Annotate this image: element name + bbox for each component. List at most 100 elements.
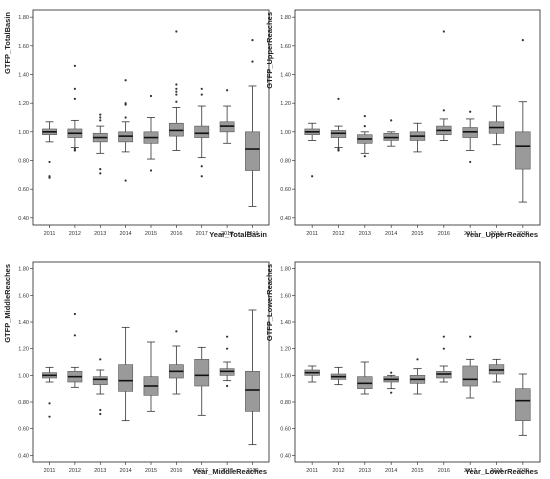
outlier-point (175, 93, 178, 96)
y-tick-label: 0.40 (18, 216, 29, 222)
x-tick-label: 2013 (94, 231, 106, 237)
box-body (92, 376, 108, 385)
outlier-point (99, 172, 102, 175)
x-axis-title: Year_LowerReaches (465, 467, 538, 476)
outlier-point (226, 89, 229, 92)
y-tick-label: 0.60 (280, 427, 291, 433)
outlier-point (337, 149, 340, 152)
x-tick-label: 2019 (246, 468, 258, 474)
x-tick-label: 2015 (411, 468, 423, 474)
outlier-point (73, 334, 76, 337)
y-tick-label: 1.60 (18, 44, 29, 50)
x-tick-label: 2013 (359, 231, 371, 237)
chart-panel: 0.40 0.60 0.80 1.00 1.20 1.40 1.60 1.80 GTFP_Upp… (265, 9, 541, 239)
y-axis-title: GTFP_MiddleReaches (3, 264, 12, 343)
outlier-point (251, 60, 254, 63)
y-tick-label: 1.60 (280, 293, 291, 299)
box-body (118, 364, 134, 392)
y-tick-label: 1.00 (280, 373, 291, 379)
outlier-point (226, 347, 229, 350)
x-tick-label: 2012 (69, 231, 81, 237)
y-tick-label: 0.60 (18, 187, 29, 193)
box-2015: 2015 (409, 358, 426, 474)
y-tick-label: 0.40 (280, 216, 291, 222)
outlier-point (175, 87, 178, 90)
outlier-point (521, 39, 524, 42)
box-2016: 2016 (168, 30, 184, 237)
x-tick-label: 2015 (411, 231, 423, 237)
x-tick-label: 2012 (69, 468, 81, 474)
box-2011: 2011 (42, 121, 57, 237)
box-2014: 2014 (383, 119, 399, 237)
y-tick-label: 0.80 (280, 159, 291, 165)
outlier-point (99, 358, 102, 361)
box-2017: 2017 (194, 87, 210, 237)
outlier-point (99, 113, 102, 116)
x-tick-label: 2015 (145, 468, 157, 474)
outlier-point (48, 160, 51, 164)
y-tick-label: 0.40 (280, 453, 291, 459)
x-tick-label: 2017 (196, 468, 208, 474)
outlier-point (149, 169, 153, 172)
box-2013: 2013 (92, 113, 108, 237)
outlier-point (251, 39, 254, 42)
x-tick-label: 2013 (359, 468, 371, 474)
box-2018: 2018 (488, 105, 505, 237)
y-tick-label: 1.80 (18, 267, 29, 273)
outlier-point (363, 114, 366, 118)
chart-panel: 0.40 0.60 0.80 1.00 1.20 1.40 1.60 1.80 GTFP_Mid… (3, 261, 270, 476)
outlier-point (149, 94, 153, 98)
outlier-point (99, 119, 102, 122)
y-tick-label: 1.60 (280, 44, 291, 50)
y-tick-label: 1.80 (280, 267, 291, 273)
y-tick-label: 1.40 (18, 73, 29, 79)
x-axis-title: Year_UpperReaches (465, 230, 538, 239)
outlier-point (416, 358, 419, 361)
box-2012: 2012 (330, 366, 347, 474)
x-axis-title: Year_TotalBasin (209, 230, 267, 239)
x-tick-label: 2016 (170, 231, 182, 237)
outlier-point (99, 408, 102, 412)
outlier-point (124, 116, 127, 119)
box-2014: 2014 (118, 79, 134, 237)
y-tick-label: 1.20 (280, 347, 291, 353)
outlier-point (99, 412, 102, 416)
outlier-point (73, 64, 76, 67)
box-2015: 2015 (409, 122, 426, 237)
box-body (194, 125, 210, 138)
outlier-point (311, 175, 314, 178)
box-2019: 2019 (245, 39, 260, 237)
outlier-point (226, 384, 229, 388)
x-axis-title: Year_MiddleReaches (192, 467, 267, 476)
x-tick-label: 2019 (517, 468, 529, 474)
y-tick-label: 1.40 (280, 320, 291, 326)
box-2017: 2017 (462, 110, 478, 237)
outlier-point (337, 97, 340, 100)
x-tick-label: 2014 (120, 231, 132, 237)
box-body (194, 359, 210, 387)
y-tick-label: 1.60 (18, 293, 29, 299)
x-tick-label: 2017 (464, 468, 476, 474)
box-2018: 2018 (219, 335, 235, 474)
outlier-point (175, 100, 178, 103)
box-2016: 2016 (436, 335, 452, 474)
x-tick-label: 2014 (385, 468, 397, 474)
outlier-point (226, 335, 229, 338)
outlier-point (442, 109, 445, 112)
box-2012: 2012 (67, 64, 83, 237)
outlier-point (469, 335, 472, 338)
box-body (245, 371, 260, 412)
box-2014: 2014 (118, 326, 134, 474)
box-2016: 2016 (436, 30, 452, 237)
x-tick-label: 2014 (120, 468, 132, 474)
box-2017: 2017 (194, 346, 210, 474)
outlier-point (124, 179, 127, 182)
y-tick-label: 0.40 (18, 453, 29, 459)
outlier-point (175, 330, 178, 333)
x-tick-label: 2011 (306, 468, 318, 474)
box-2011: 2011 (304, 365, 320, 474)
outlier-point (124, 79, 127, 82)
outlier-point (175, 90, 178, 93)
y-axis-title: GTFP_TotalBasin (3, 12, 12, 74)
outlier-point (175, 83, 178, 86)
